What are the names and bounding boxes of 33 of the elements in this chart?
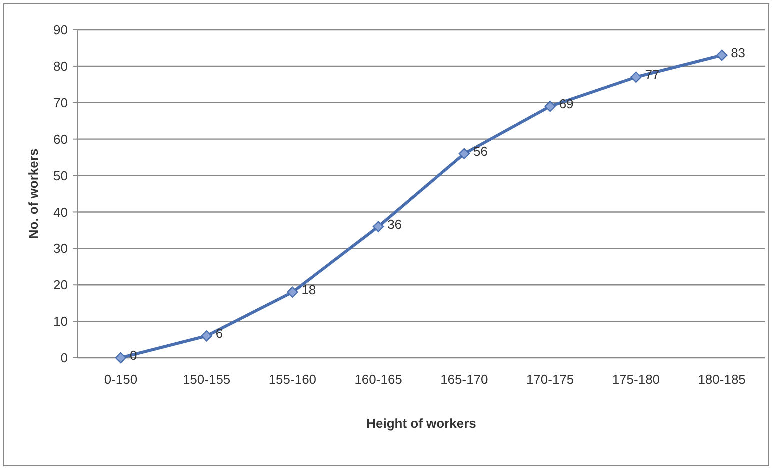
x-tick-label: 170-175 xyxy=(526,372,574,387)
y-tick-label: 10 xyxy=(54,314,68,330)
data-label: 6 xyxy=(216,326,224,342)
point xyxy=(201,330,212,342)
x-axis-title: Height of workers xyxy=(366,416,476,431)
y-axis-title: No. of workers xyxy=(26,148,41,240)
data-label: 56 xyxy=(473,144,488,159)
x-tick-label: 165-170 xyxy=(440,372,488,387)
point xyxy=(287,286,298,298)
y-tick-label: 70 xyxy=(54,95,68,110)
y-tick-label: 40 xyxy=(54,204,68,220)
point xyxy=(716,50,728,62)
y-tick-label: 50 xyxy=(54,168,68,184)
x-tick-label: 155-160 xyxy=(268,372,317,387)
point xyxy=(372,221,384,232)
point xyxy=(544,100,556,112)
y-tick-label: 90 xyxy=(54,22,68,38)
y-tick-label: 80 xyxy=(54,58,68,74)
y-tick-label: 20 xyxy=(54,278,68,293)
point xyxy=(458,148,470,160)
y-tick-label: 0 xyxy=(60,350,68,366)
x-tick-label: 150-155 xyxy=(182,372,231,387)
y-tick-label: 60 xyxy=(54,132,68,147)
data-label: 18 xyxy=(302,282,316,298)
point xyxy=(115,352,127,364)
x-tick-label: 0-150 xyxy=(104,372,138,387)
point xyxy=(630,72,642,83)
data-label: 36 xyxy=(388,216,402,232)
x-tick-label: 160-165 xyxy=(354,372,402,387)
x-tick-label: 180-185 xyxy=(698,372,746,387)
y-tick-label: 30 xyxy=(54,241,68,256)
x-tick-label: 175-180 xyxy=(612,372,660,387)
data-label: 83 xyxy=(731,46,746,61)
